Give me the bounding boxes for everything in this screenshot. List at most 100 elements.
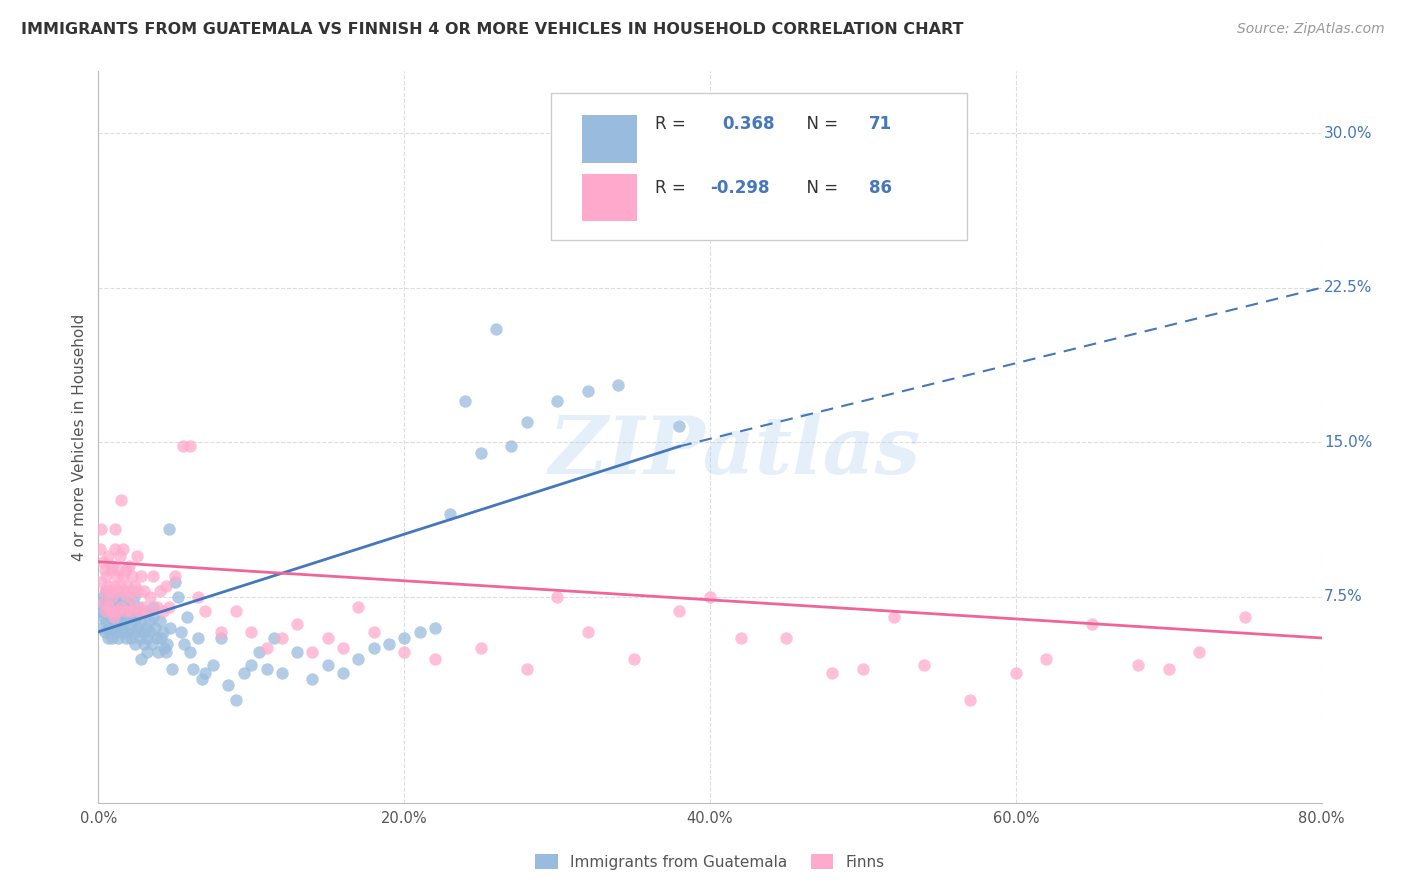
Point — [90, 522, 112, 536]
Point — [454, 394, 477, 409]
Point — [104, 542, 127, 557]
Point — [301, 672, 323, 686]
Point — [225, 693, 247, 707]
Point — [111, 569, 134, 583]
Point — [128, 604, 150, 618]
Point — [94, 583, 117, 598]
Text: R =: R = — [655, 115, 690, 133]
Point — [101, 590, 124, 604]
Point — [107, 631, 129, 645]
Point — [111, 621, 134, 635]
Point — [128, 631, 150, 645]
Point — [101, 600, 124, 615]
Point — [127, 583, 149, 598]
Point — [576, 384, 599, 398]
Point — [120, 604, 142, 618]
Point — [105, 604, 128, 618]
Point — [392, 631, 416, 645]
Point — [668, 418, 690, 433]
Point — [110, 600, 132, 615]
Point — [100, 604, 122, 618]
Text: N =: N = — [796, 115, 844, 133]
Point — [117, 624, 139, 639]
Point — [136, 604, 159, 618]
Point — [115, 631, 138, 645]
Point — [145, 600, 167, 615]
Point — [89, 542, 111, 557]
Point — [122, 590, 145, 604]
Point — [157, 600, 180, 615]
Point — [163, 569, 186, 583]
Point — [90, 596, 112, 610]
Point — [97, 549, 120, 563]
Point — [225, 604, 247, 618]
Point — [623, 651, 645, 665]
Point — [170, 624, 193, 639]
Point — [217, 678, 239, 692]
Point — [852, 662, 875, 676]
Point — [576, 624, 599, 639]
Point — [107, 563, 129, 577]
Point — [156, 637, 179, 651]
Y-axis label: 4 or more Vehicles in Household: 4 or more Vehicles in Household — [72, 313, 87, 561]
Point — [103, 610, 125, 624]
Text: N =: N = — [796, 179, 844, 197]
Text: IMMIGRANTS FROM GUATEMALA VS FINNISH 4 OR MORE VEHICLES IN HOUSEHOLD CORRELATION: IMMIGRANTS FROM GUATEMALA VS FINNISH 4 O… — [21, 22, 963, 37]
Point — [172, 439, 194, 453]
Point — [115, 563, 138, 577]
Point — [129, 651, 152, 665]
Point — [668, 604, 690, 618]
Point — [120, 631, 142, 645]
Point — [392, 645, 416, 659]
Point — [129, 615, 152, 629]
Point — [181, 662, 204, 676]
Point — [316, 631, 339, 645]
Point — [121, 569, 143, 583]
Point — [149, 583, 172, 598]
Point — [194, 604, 217, 618]
Text: 0.368: 0.368 — [723, 115, 775, 133]
Point — [104, 522, 127, 536]
Point — [408, 624, 430, 639]
Point — [607, 377, 630, 392]
Point — [141, 637, 163, 651]
Text: 71: 71 — [869, 115, 893, 133]
Point — [187, 631, 209, 645]
Text: 86: 86 — [869, 179, 891, 197]
Text: 7.5%: 7.5% — [1324, 590, 1362, 604]
Point — [501, 439, 523, 453]
Point — [94, 604, 117, 618]
Point — [516, 662, 538, 676]
Point — [179, 645, 201, 659]
Point — [516, 415, 538, 429]
Point — [118, 596, 141, 610]
Point — [263, 631, 285, 645]
Point — [1157, 662, 1180, 676]
Point — [91, 555, 114, 569]
Point — [187, 590, 209, 604]
Point — [129, 569, 152, 583]
Point — [378, 637, 401, 651]
Point — [93, 600, 115, 615]
Bar — [582, 115, 637, 162]
Point — [122, 615, 145, 629]
Point — [134, 604, 156, 618]
Point — [155, 645, 177, 659]
Point — [423, 621, 446, 635]
Point — [107, 610, 129, 624]
Point — [285, 645, 308, 659]
Point — [883, 610, 905, 624]
Point — [316, 657, 339, 672]
Point — [104, 604, 127, 618]
Point — [439, 508, 461, 522]
Point — [202, 657, 225, 672]
Point — [89, 604, 111, 618]
Point — [98, 621, 121, 635]
Point — [103, 590, 125, 604]
Point — [155, 579, 177, 593]
Point — [111, 542, 134, 557]
Point — [209, 631, 232, 645]
Point — [120, 583, 142, 598]
Point — [103, 615, 125, 629]
Point — [127, 600, 149, 615]
